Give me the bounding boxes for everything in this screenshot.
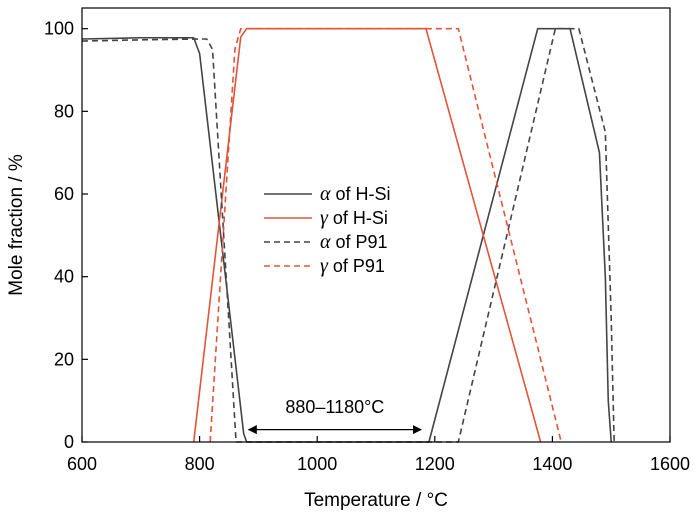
y-tick-label-3: 60 <box>54 184 74 204</box>
x-axis-title: Temperature / °C <box>304 490 448 511</box>
y-tick-label-5: 100 <box>44 19 74 39</box>
legend-entry-0: α of H-Si <box>320 183 391 205</box>
legend-entry-1: γ of H-Si <box>320 207 388 229</box>
y-axis-title: Mole fraction / % <box>6 154 27 296</box>
series-layer <box>81 27 615 443</box>
x-tick-label-2: 1000 <box>297 454 337 474</box>
x-tick-label-1: 800 <box>185 454 215 474</box>
annotation-layer: 880–1180°C <box>247 397 422 435</box>
axis-ticks: 600 800 1000 1200 1400 1600 0 20 40 60 80 100 <box>44 19 690 474</box>
x-tick-label-4: 1400 <box>532 454 572 474</box>
y-tick-label-0: 0 <box>64 432 74 452</box>
legend-entry-2: α of P91 <box>320 231 388 253</box>
x-tick-label-0: 600 <box>67 454 97 474</box>
y-tick-label-1: 20 <box>54 349 74 369</box>
x-tick-label-5: 1600 <box>650 454 690 474</box>
y-tick-label-2: 40 <box>54 267 74 287</box>
y-tick-label-4: 80 <box>54 101 74 121</box>
legend-entry-3: γ of P91 <box>320 255 385 277</box>
series-line-3 <box>209 27 562 443</box>
x-tick-label-3: 1200 <box>415 454 455 474</box>
plot-frame <box>81 7 671 443</box>
range-annotation-label-0: 880–1180°C <box>285 397 384 417</box>
